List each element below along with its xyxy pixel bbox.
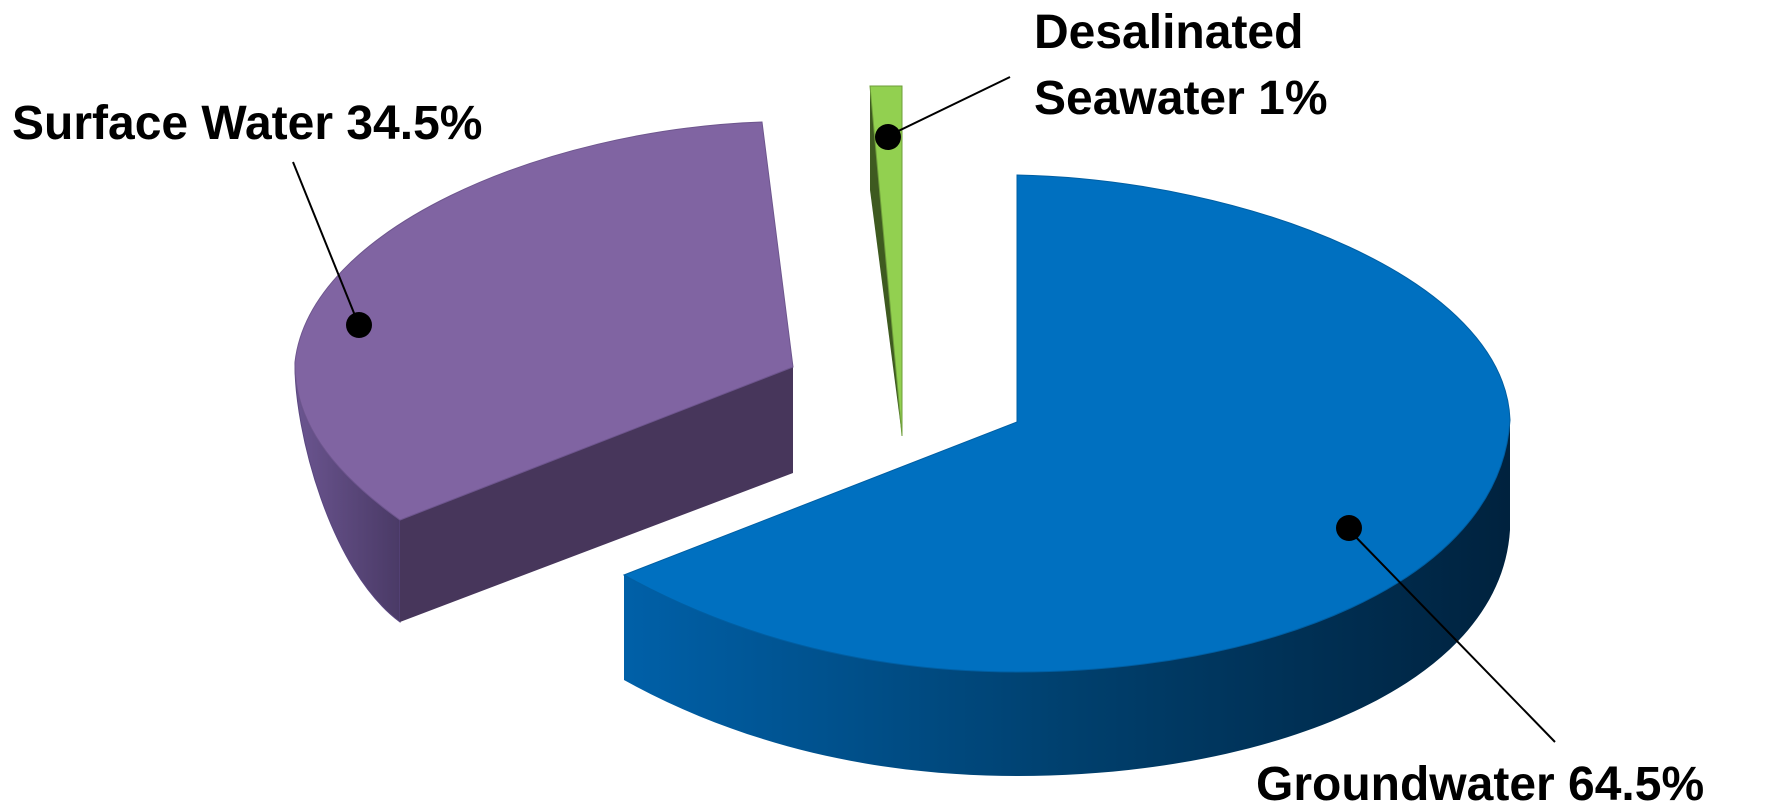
slice-surface-water-cut-face bbox=[400, 367, 793, 622]
label-leaders bbox=[292, 76, 1556, 743]
leader-dot-groundwater bbox=[1336, 515, 1362, 541]
data-label-groundwater: Groundwater 64.5% bbox=[1256, 758, 1704, 807]
slice-groundwater-side bbox=[624, 420, 1510, 776]
slice-groundwater bbox=[622, 174, 1511, 776]
leader-line-desalinated-seawater bbox=[887, 76, 1011, 137]
leader-line-groundwater bbox=[1348, 529, 1556, 743]
leader-dot-surface-water bbox=[346, 312, 372, 338]
data-label-desalinated-seawater-line2: Seawater 1% bbox=[1034, 72, 1328, 125]
data-label-surface-water: Surface Water 34.5% bbox=[12, 97, 482, 150]
slice-groundwater-top bbox=[622, 174, 1511, 673]
slice-desalinated-seawater bbox=[869, 85, 903, 437]
leader-dot-desalinated-seawater bbox=[875, 124, 901, 150]
slice-surface-water bbox=[294, 121, 794, 623]
slice-desalinated-seawater-top bbox=[869, 85, 903, 437]
slice-surface-water-top bbox=[294, 121, 794, 521]
data-labels: Surface Water 34.5% Desalinated Seawater… bbox=[12, 6, 1704, 807]
leader-line-surface-water bbox=[292, 161, 359, 324]
data-label-desalinated-seawater-line1: Desalinated bbox=[1034, 6, 1303, 59]
